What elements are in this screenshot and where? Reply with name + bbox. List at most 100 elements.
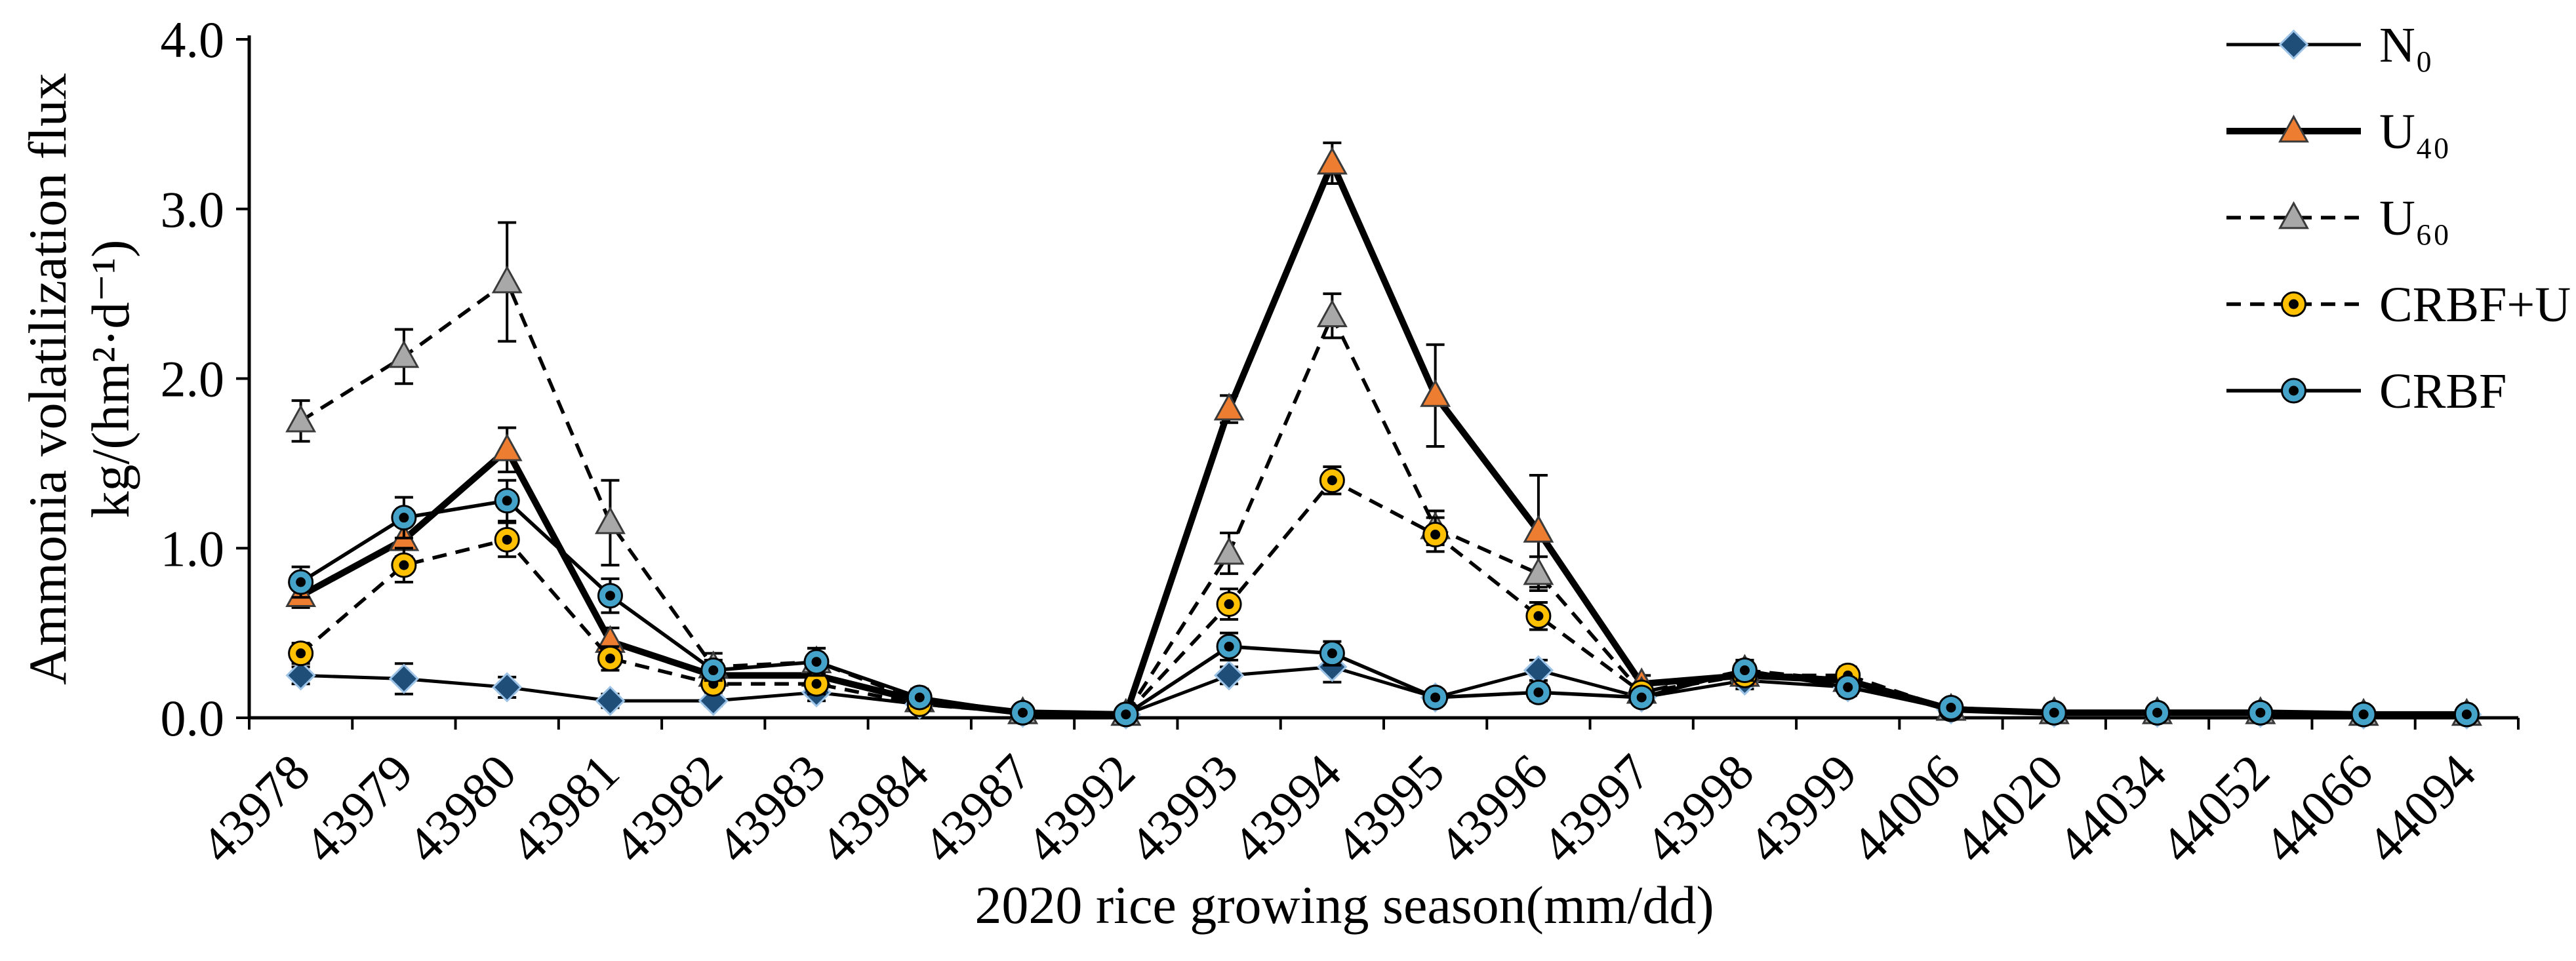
circle-marker-dot (296, 577, 306, 587)
legend-item: U₆₀ (2226, 191, 2450, 246)
triangle-marker (1523, 557, 1554, 585)
circle-marker-dot (502, 496, 512, 506)
y-ticks: 0.0 1.0 2.0 3.0 4.0 (161, 11, 249, 747)
circle-marker-dot (1533, 611, 1544, 621)
x-tick-label: 43998 (1634, 743, 1764, 874)
circle-marker-dot (1843, 682, 1853, 692)
y-tick-label: 0.0 (161, 690, 225, 747)
circle-marker-dot (2358, 709, 2369, 720)
y-tick-label: 1.0 (161, 520, 225, 577)
series-line (300, 499, 2467, 716)
diamond-marker (492, 672, 523, 703)
x-tick-label: 43994 (1221, 743, 1352, 874)
x-tick-label: 43979 (293, 743, 424, 874)
legend-label: CRBF+U (2379, 277, 2571, 332)
legend-item: CRBF+U (2226, 277, 2571, 332)
x-tick-label: 43984 (809, 743, 939, 874)
circle-marker-dot (399, 560, 409, 570)
x-tick-label: 43980 (396, 743, 527, 874)
circle-marker-dot (1327, 648, 1337, 659)
circle-marker-dot (811, 678, 822, 689)
x-tick-label: 43995 (1324, 743, 1455, 874)
x-tick-label: 43999 (1737, 743, 1867, 874)
plot-area: 0.0 1.0 2.0 3.0 4.0 4397843979439804398143982… (161, 11, 2571, 874)
circle-marker-dot (502, 534, 512, 545)
x-tick-label: 43997 (1531, 743, 1661, 874)
triangle-marker (2278, 114, 2309, 143)
circle-marker-dot (1224, 641, 1234, 652)
circle-marker-dot (1533, 687, 1544, 697)
triangle-marker (1213, 536, 1245, 565)
x-tick-label: 43983 (706, 743, 836, 874)
x-tick-label: 44066 (2253, 743, 2383, 874)
legend-label: U₄₀ (2379, 104, 2450, 159)
legend-item: U₄₀ (2226, 104, 2450, 159)
x-tick-label: 43992 (1015, 743, 1145, 874)
triangle-marker (491, 265, 523, 294)
error-bars (291, 465, 1857, 713)
circle-marker-dot (1739, 665, 1750, 676)
circle-marker-dot (2152, 707, 2163, 718)
circle-marker-dot (1018, 707, 1028, 718)
y-tick-label: 3.0 (161, 181, 225, 238)
circle-marker-dot (296, 648, 306, 659)
series-2 (285, 141, 2482, 726)
triangle-marker (1316, 299, 1348, 328)
triangle-marker (388, 340, 420, 368)
x-tick-label: 44052 (2149, 743, 2280, 874)
x-axis-title: 2020 rice growing season(mm/dd) (975, 875, 1714, 935)
axes (247, 35, 2518, 720)
error-bars (291, 221, 1857, 711)
circle-marker-dot (811, 657, 822, 667)
series-5 (288, 479, 2480, 728)
circle-marker-dot (605, 591, 615, 601)
error-bars (291, 141, 1857, 709)
circle-marker-dot (2461, 709, 2472, 720)
triangle-marker (285, 404, 317, 433)
circle-marker-dot (914, 692, 925, 703)
x-tick-label: 44020 (1943, 743, 2074, 874)
x-tick-label: 43993 (1118, 743, 1249, 874)
x-tick-label: 43996 (1428, 743, 1558, 874)
y-axis-title-line1: Ammonia volatilization flux (18, 73, 77, 685)
legend-label: U₆₀ (2379, 191, 2450, 246)
circle-marker-dot (1636, 692, 1647, 703)
x-tick-label: 43987 (912, 743, 1042, 874)
x-tick-label: 43981 (499, 743, 630, 874)
circle-marker-dot (2255, 707, 2266, 718)
circle-marker-dot (1946, 702, 1956, 713)
x-tick-label: 44006 (1840, 743, 1971, 874)
triangle-marker (2278, 201, 2309, 229)
circle-marker-dot (708, 665, 719, 676)
triangle-marker (1523, 515, 1554, 543)
triangle-marker (1316, 146, 1348, 175)
x-ticks: 4397843979439804398143982439834398443987… (190, 718, 2520, 874)
diamond-marker (595, 686, 626, 716)
circle-marker-dot (1224, 599, 1234, 610)
triangle-marker (491, 433, 523, 461)
legend-label: CRBF (2379, 364, 2506, 419)
circle-marker-dot (2049, 707, 2059, 718)
diamond-marker (1213, 660, 1245, 691)
circle-marker-dot (1121, 709, 1131, 720)
y-tick-label: 4.0 (161, 11, 225, 68)
circle-marker-dot (1327, 475, 1337, 486)
series-line (299, 479, 2467, 716)
x-tick-label: 43982 (602, 743, 733, 874)
triangle-marker (1420, 379, 1451, 407)
diamond-marker (388, 663, 420, 694)
triangle-marker (1213, 392, 1245, 421)
x-tick-label: 44094 (2356, 743, 2486, 874)
triangle-marker (595, 506, 626, 534)
diamond-marker (285, 660, 316, 691)
legend-item: CRBF (2226, 364, 2506, 419)
legend-label: N₀ (2379, 18, 2432, 73)
series-markers (285, 146, 2482, 726)
series-line (299, 159, 2467, 718)
circle-marker-dot (399, 513, 409, 523)
chart-legend: N₀ U₄₀ U₆₀ CRBF+U CRBF (2226, 18, 2571, 419)
circle-marker-dot (2289, 299, 2299, 309)
x-tick-label: 44034 (2046, 743, 2177, 874)
